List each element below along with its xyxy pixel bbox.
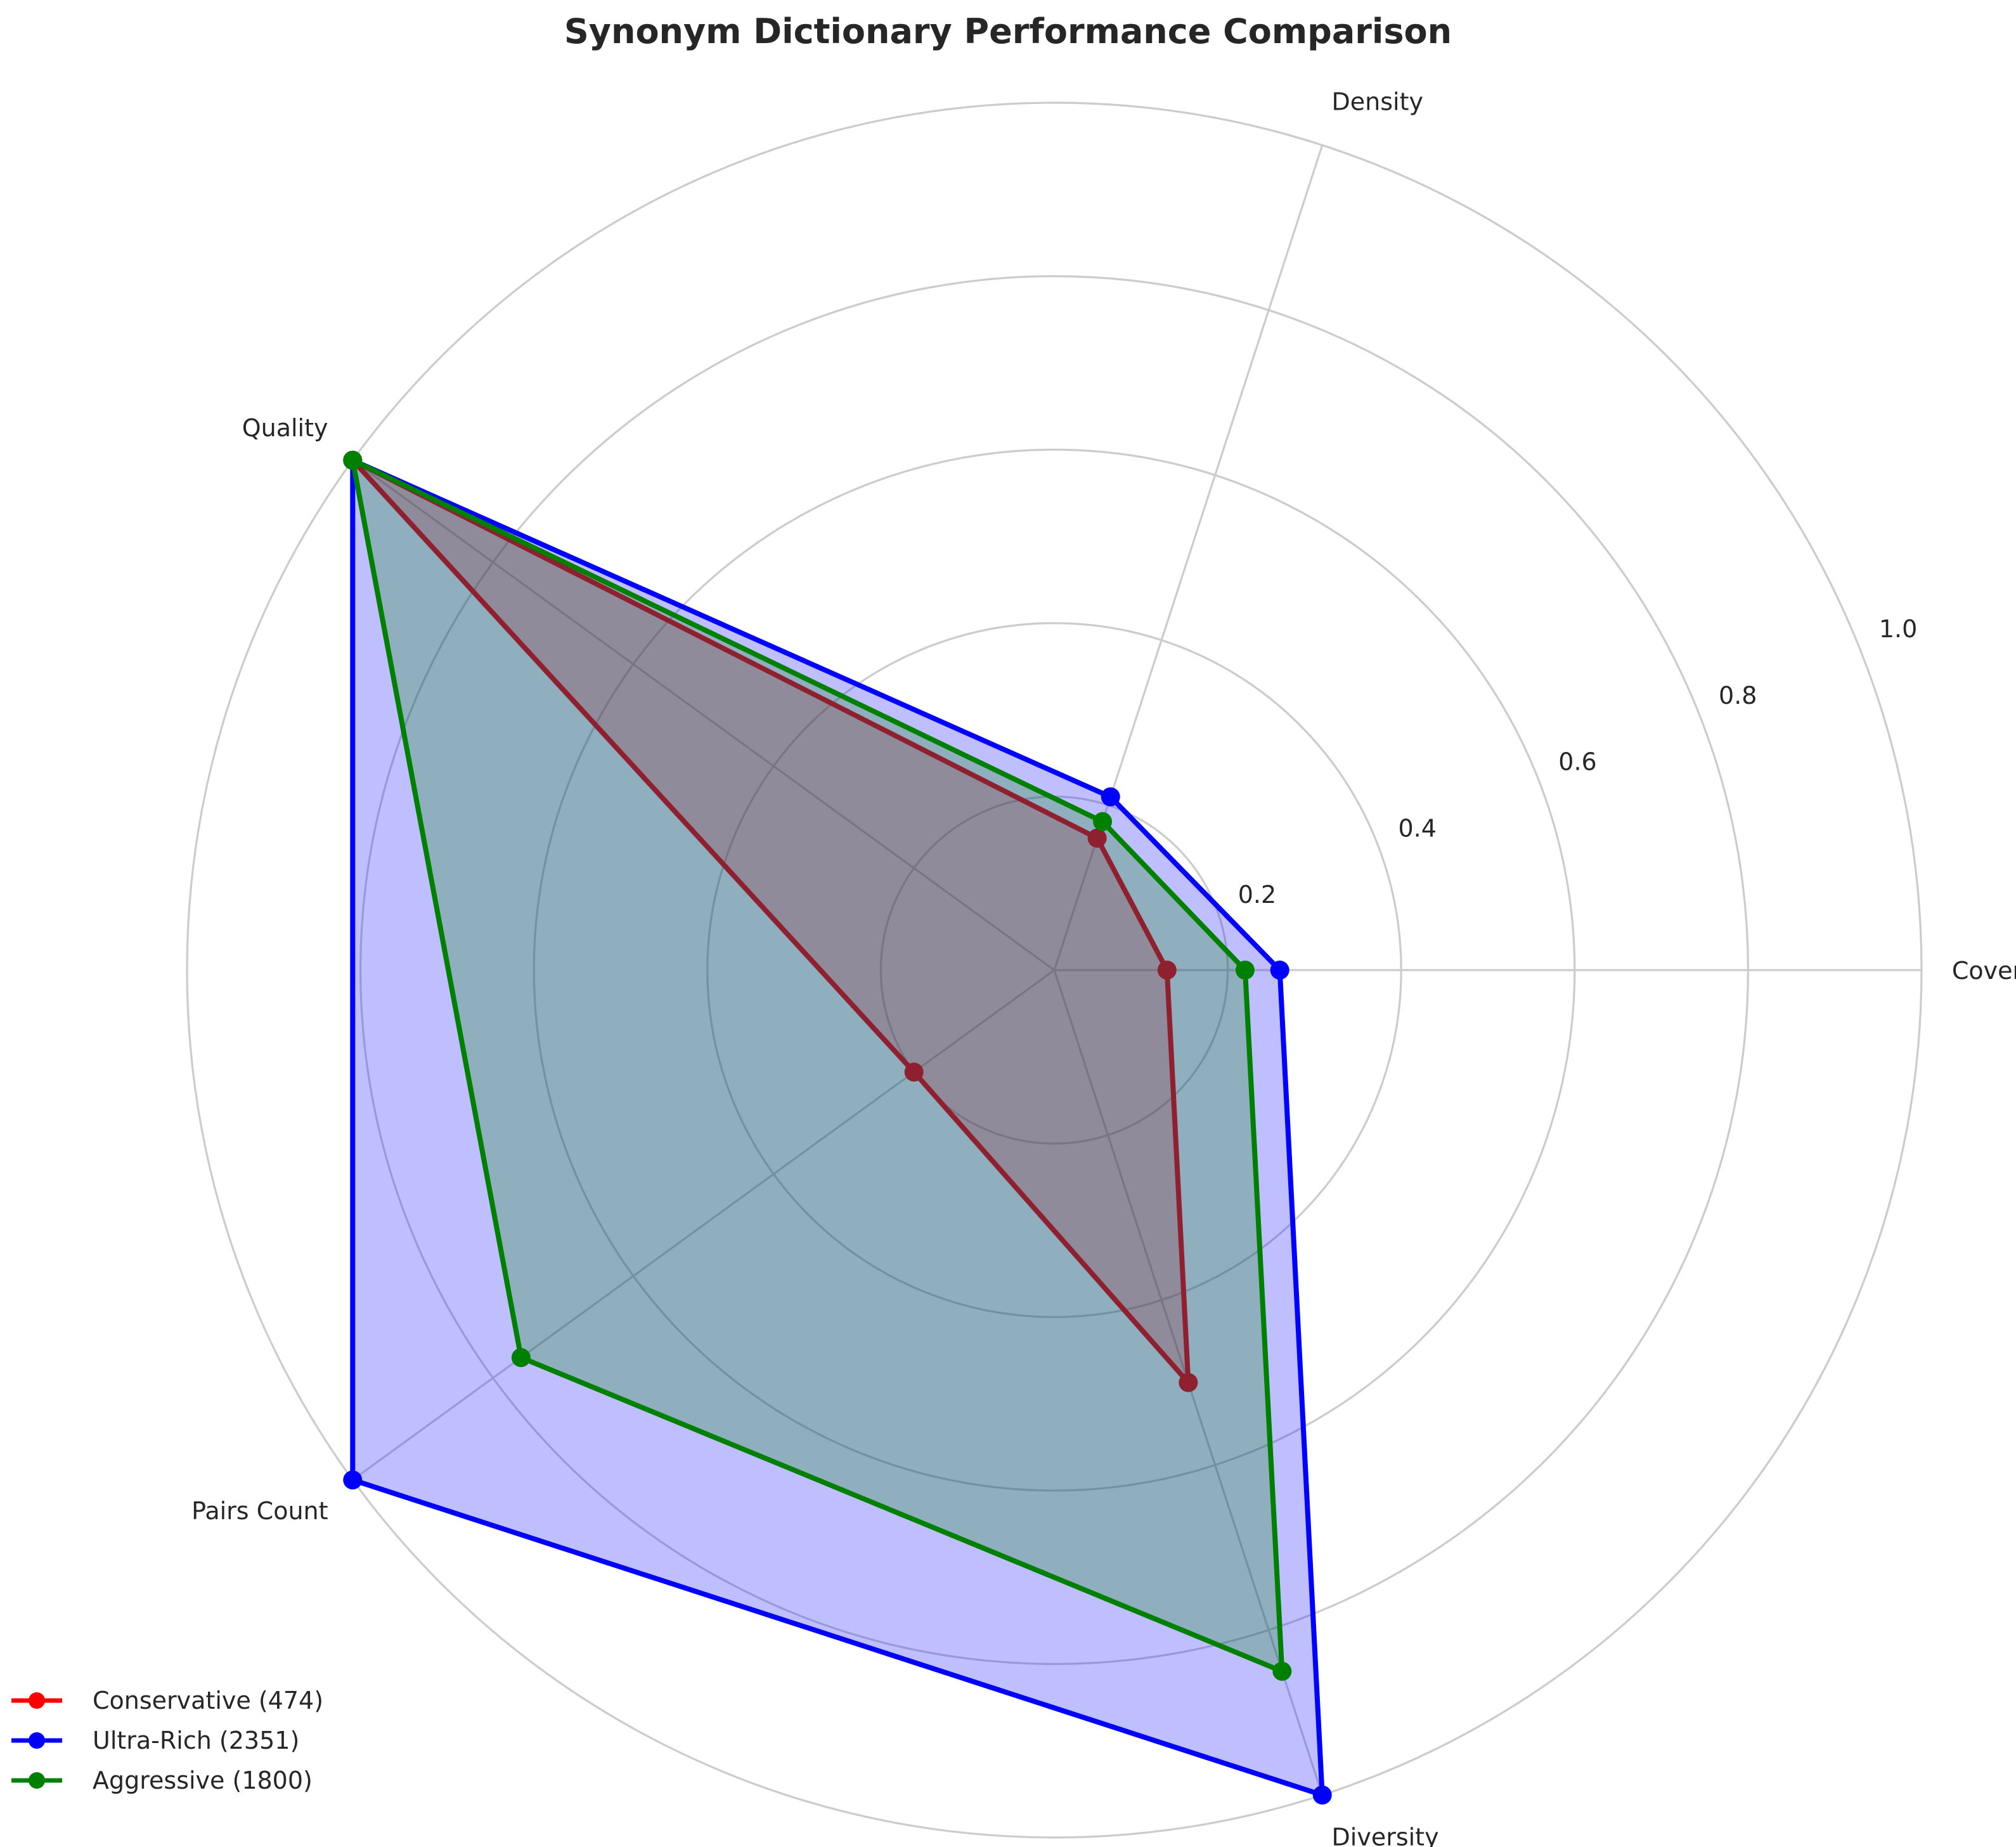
axis-label-1: Density xyxy=(1332,87,1423,115)
r-tick-label-0: 0.2 xyxy=(1238,881,1276,909)
axis-label-3: Pairs Count xyxy=(191,1497,328,1525)
series-fill-2 xyxy=(352,460,1283,1671)
series-1-point-3 xyxy=(343,1470,363,1490)
series-fill-1 xyxy=(352,460,1322,1796)
legend-marker-2 xyxy=(29,1772,45,1789)
series-1-point-1 xyxy=(1101,787,1120,807)
axis-label-4: Diversity xyxy=(1332,1824,1439,1847)
chart-title: Synonym Dictionary Performance Compariso… xyxy=(564,11,1452,51)
series-line-2 xyxy=(350,457,1285,1674)
series-2-point-3 xyxy=(511,1348,531,1368)
series-layer xyxy=(343,450,1332,1805)
series-0-point-1 xyxy=(1087,828,1107,848)
series-2-point-0 xyxy=(1235,961,1255,980)
axis-label-2: Quality xyxy=(242,414,328,442)
r-tick-label-2: 0.6 xyxy=(1558,748,1596,776)
r-tick-label-3: 0.8 xyxy=(1719,682,1757,710)
label-layer: Coverage Density Quality Pairs Count Diversi… xyxy=(191,87,2016,1847)
r-tick-label-1: 0.4 xyxy=(1399,814,1437,842)
series-line-1 xyxy=(350,457,1325,1798)
series-0-point-0 xyxy=(1157,961,1177,980)
series-1-point-4 xyxy=(1312,1785,1332,1805)
legend-label-0: Conservative (474) xyxy=(93,1687,323,1714)
series-1-point-0 xyxy=(1270,961,1289,980)
series-2-point-4 xyxy=(1272,1661,1292,1681)
series-0-point-4 xyxy=(1179,1373,1198,1392)
series-2-point-1 xyxy=(1093,812,1113,831)
series-line-0 xyxy=(350,457,1191,1385)
series-2-point-2 xyxy=(343,450,363,470)
legend-label-1: Ultra-Rich (2351) xyxy=(93,1727,299,1754)
legend-marker-0 xyxy=(29,1692,45,1709)
r-tick-label-4: 1.0 xyxy=(1879,615,1917,643)
spoke-2 xyxy=(352,459,1055,971)
axis-label-0: Coverage xyxy=(1952,957,2016,985)
legend: Conservative (474) Ultra-Rich (2351) Aggre… xyxy=(11,1687,323,1794)
legend-label-2: Aggressive (1800) xyxy=(93,1766,313,1794)
spoke-3 xyxy=(352,969,1055,1481)
series-0-point-3 xyxy=(904,1062,924,1082)
legend-marker-1 xyxy=(29,1732,45,1749)
series-fill-0 xyxy=(352,460,1189,1383)
